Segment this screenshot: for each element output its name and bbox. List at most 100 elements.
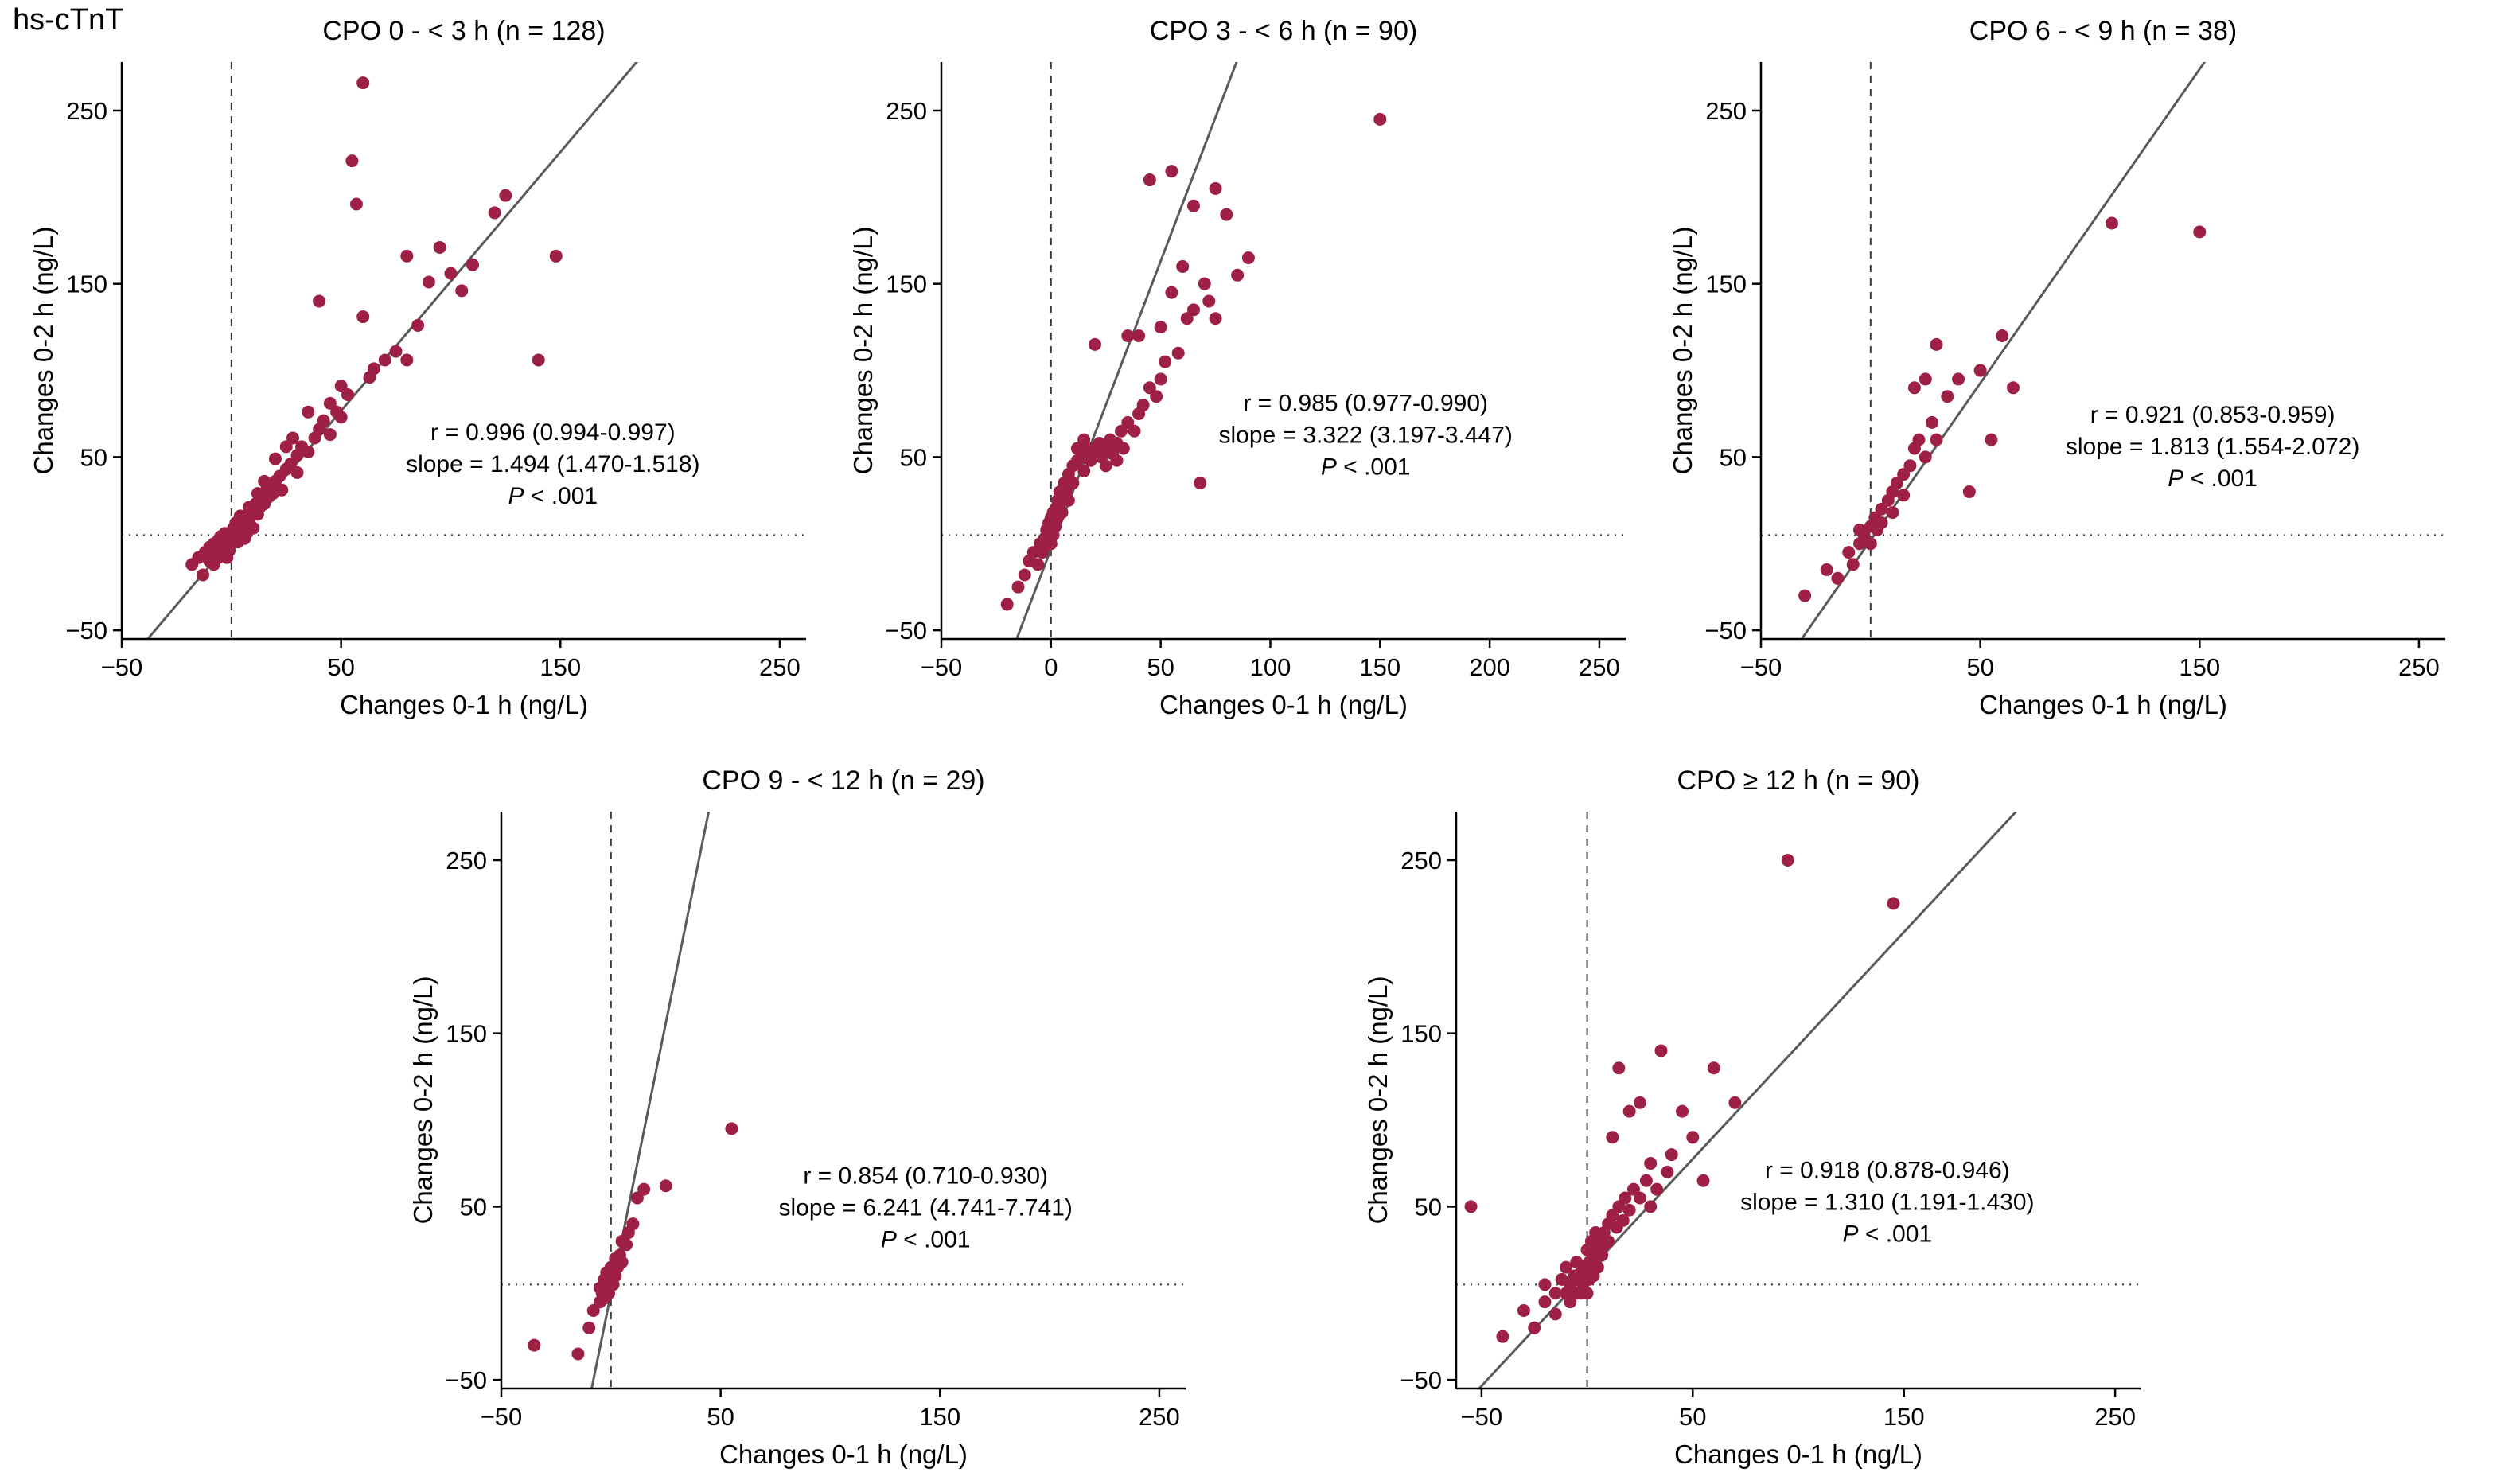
x-tick-label: 50 bbox=[1966, 653, 1993, 681]
data-point bbox=[1538, 1295, 1552, 1309]
data-point bbox=[455, 284, 469, 298]
data-point bbox=[1165, 165, 1178, 178]
data-point bbox=[356, 76, 370, 90]
regression-line bbox=[590, 812, 711, 1389]
data-point bbox=[1198, 277, 1211, 290]
x-axis-label: Changes 0-1 h (ng/L) bbox=[719, 1439, 968, 1469]
data-point bbox=[334, 380, 348, 393]
y-tick-label: 150 bbox=[1400, 1020, 1442, 1048]
data-point bbox=[323, 396, 337, 410]
data-point bbox=[1985, 433, 1998, 446]
data-point bbox=[1831, 571, 1845, 585]
data-point bbox=[549, 249, 563, 263]
stats-p: P < .001 bbox=[2168, 465, 2257, 492]
data-point bbox=[586, 1304, 600, 1318]
data-point bbox=[626, 1217, 640, 1231]
y-axis-label: Changes 0-2 h (ng/L) bbox=[848, 227, 878, 475]
data-point bbox=[1121, 415, 1135, 429]
data-point bbox=[1661, 1165, 1674, 1178]
data-point bbox=[1136, 399, 1150, 412]
data-point bbox=[1903, 459, 1917, 473]
data-point bbox=[1926, 415, 1938, 429]
data-point bbox=[1088, 337, 1101, 351]
scatter-panel-cpo-9-12h: CPO 9 - < 12 h (n = 29) −50 50 150 250 −50 50 1… bbox=[402, 758, 1213, 1478]
stats-r: r = 0.918 (0.878-0.946) bbox=[1765, 1157, 2010, 1183]
data-point bbox=[637, 1182, 651, 1196]
panel-title: CPO 0 - < 3 h (n = 128) bbox=[322, 16, 605, 46]
y-tick-label: −50 bbox=[65, 617, 107, 645]
data-point bbox=[1907, 381, 1921, 395]
data-point bbox=[1728, 1096, 1742, 1109]
x-tick-label: 250 bbox=[1139, 1403, 1180, 1431]
x-tick-label: 0 bbox=[1044, 653, 1058, 681]
data-point bbox=[1591, 1260, 1604, 1274]
data-point bbox=[1031, 558, 1045, 571]
data-point bbox=[302, 445, 315, 458]
y-tick-label: 50 bbox=[1415, 1193, 1442, 1221]
data-point bbox=[1612, 1061, 1626, 1075]
x-axis-label: Changes 0-1 h (ng/L) bbox=[340, 690, 588, 719]
data-point bbox=[1154, 372, 1167, 386]
stats-slope: slope = 1.310 (1.191-1.430) bbox=[1740, 1189, 2034, 1215]
data-point bbox=[1121, 329, 1135, 342]
stats-r: r = 0.996 (0.994-0.997) bbox=[430, 419, 676, 446]
x-tick-label: 100 bbox=[1250, 653, 1291, 681]
data-point bbox=[422, 275, 435, 289]
data-point bbox=[1132, 329, 1146, 342]
data-point bbox=[1202, 294, 1216, 308]
scatter-chart: CPO 0 - < 3 h (n = 128) −50 50 150 250 −50 50 1… bbox=[29, 16, 806, 719]
data-point bbox=[1110, 454, 1124, 467]
data-point bbox=[1209, 312, 1222, 325]
data-point bbox=[1875, 516, 1888, 530]
x-tick-label: −50 bbox=[1461, 1403, 1503, 1431]
stats-slope: slope = 6.241 (4.741-7.741) bbox=[778, 1195, 1072, 1221]
data-point bbox=[532, 353, 545, 367]
data-point bbox=[1952, 372, 1965, 386]
data-point bbox=[1464, 1200, 1478, 1213]
data-point bbox=[1619, 1191, 1632, 1205]
data-point bbox=[1176, 259, 1190, 273]
data-point bbox=[1912, 433, 1926, 446]
x-tick-label: 200 bbox=[1469, 653, 1510, 681]
y-tick-label: 250 bbox=[886, 97, 927, 125]
data-point bbox=[323, 428, 337, 442]
data-point bbox=[1930, 433, 1943, 446]
data-point bbox=[444, 267, 458, 280]
data-point bbox=[1496, 1330, 1509, 1343]
data-point bbox=[2006, 381, 2020, 395]
data-point bbox=[1973, 364, 1987, 377]
data-point bbox=[1209, 181, 1222, 195]
stats-p: P < .001 bbox=[508, 483, 598, 509]
data-point bbox=[1930, 337, 1943, 351]
stats-p: P < .001 bbox=[1321, 454, 1411, 481]
data-point bbox=[290, 465, 304, 479]
data-point bbox=[1696, 1174, 1710, 1187]
y-axis-label: Changes 0-2 h (ng/L) bbox=[1668, 227, 1697, 475]
data-point bbox=[1686, 1131, 1700, 1144]
x-tick-label: 150 bbox=[540, 653, 581, 681]
data-point bbox=[356, 310, 370, 324]
data-point bbox=[1919, 372, 1932, 386]
data-point bbox=[1639, 1174, 1653, 1187]
data-point bbox=[317, 414, 330, 427]
data-point bbox=[378, 353, 391, 367]
data-point bbox=[1171, 346, 1185, 360]
x-tick-label: 250 bbox=[2094, 1403, 2136, 1431]
data-point bbox=[615, 1256, 629, 1269]
x-tick-label: 150 bbox=[919, 1403, 960, 1431]
scatter-panel-cpo-3-6h: CPO 3 - < 6 h (n = 90) −50 0 50 100 150 200 250… bbox=[842, 8, 1654, 728]
stats-r: r = 0.854 (0.710-0.930) bbox=[803, 1163, 1048, 1190]
panel-title: CPO ≥ 12 h (n = 90) bbox=[1677, 765, 1920, 796]
stats-p: P < .001 bbox=[1843, 1221, 1933, 1247]
data-point bbox=[345, 154, 359, 168]
scatter-chart: CPO 3 - < 6 h (n = 90) −50 0 50 100 150 200 250… bbox=[848, 16, 1626, 719]
stats-r: r = 0.985 (0.977-0.990) bbox=[1243, 391, 1488, 417]
data-point bbox=[1517, 1304, 1530, 1318]
stats-r: r = 0.921 (0.853-0.959) bbox=[2090, 402, 2335, 428]
data-point bbox=[1018, 568, 1031, 582]
x-tick-label: 50 bbox=[327, 653, 354, 681]
y-tick-label: 50 bbox=[80, 443, 107, 471]
data-point bbox=[1616, 1213, 1630, 1227]
data-point bbox=[499, 189, 512, 202]
